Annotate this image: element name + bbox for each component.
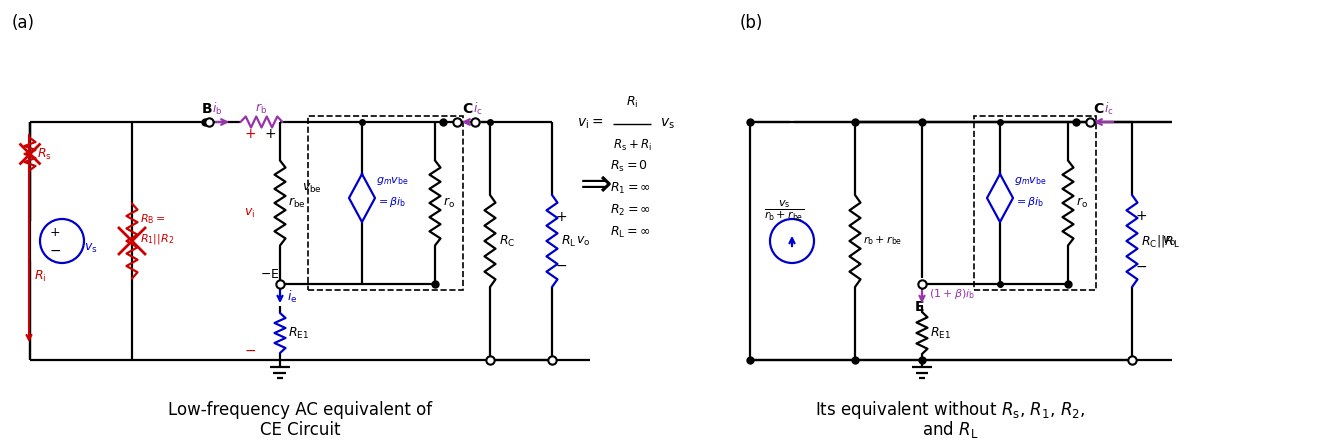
Text: $R_{\rm i}$: $R_{\rm i}$: [33, 268, 47, 284]
Text: $R_1=\infty$: $R_1=\infty$: [610, 180, 652, 195]
Text: $r_{\rm o}$: $r_{\rm o}$: [443, 196, 455, 210]
Text: $R_{\rm L}=\infty$: $R_{\rm L}=\infty$: [610, 225, 650, 240]
Text: $+$: $+$: [555, 210, 567, 224]
Text: $g_m v_{\rm be}$: $g_m v_{\rm be}$: [376, 175, 409, 187]
Text: $=\beta i_{\rm b}$: $=\beta i_{\rm b}$: [1014, 195, 1045, 209]
Text: $\dfrac{v_{\rm s}}{r_{\rm b}+r_{\rm be}}$: $\dfrac{v_{\rm s}}{r_{\rm b}+r_{\rm be}}…: [764, 199, 804, 223]
Text: $+$: $+$: [50, 225, 60, 239]
Text: (a): (a): [12, 14, 35, 32]
Text: C: C: [462, 102, 472, 116]
Text: B: B: [202, 102, 213, 116]
Text: $r_{\rm b}+r_{\rm be}$: $r_{\rm b}+r_{\rm be}$: [863, 235, 902, 248]
Text: $\Rightarrow$: $\Rightarrow$: [571, 165, 611, 203]
Text: $R_{\rm C}$: $R_{\rm C}$: [499, 233, 515, 248]
Text: $i_{\rm c}$: $i_{\rm c}$: [1104, 101, 1113, 117]
Text: $+$: $+$: [244, 127, 256, 141]
Text: Low-frequency AC equivalent of: Low-frequency AC equivalent of: [169, 401, 432, 419]
Text: $v_{\rm i}=$: $v_{\rm i}=$: [577, 117, 603, 131]
Text: $v_{\rm o}$: $v_{\rm o}$: [1161, 234, 1176, 248]
Text: $v_{\rm be}$: $v_{\rm be}$: [302, 182, 322, 194]
Text: $R_{\rm C}||R_{\rm L}$: $R_{\rm C}||R_{\rm L}$: [1141, 233, 1180, 249]
Text: $r_{\rm o}$: $r_{\rm o}$: [1076, 196, 1088, 210]
Text: $v_{\rm o}$: $v_{\rm o}$: [575, 234, 590, 248]
Text: $v_{\rm i}$: $v_{\rm i}$: [244, 206, 256, 220]
Text: $(1+\beta)i_{\rm b}$: $(1+\beta)i_{\rm b}$: [929, 287, 975, 301]
Text: $=\beta i_{\rm b}$: $=\beta i_{\rm b}$: [376, 195, 407, 209]
Text: and $R_{\rm L}$: and $R_{\rm L}$: [922, 419, 978, 441]
Text: $v_{\rm s}$: $v_{\rm s}$: [660, 117, 674, 131]
Text: $R_2=\infty$: $R_2=\infty$: [610, 202, 652, 217]
Text: $R_{\rm L}$: $R_{\rm L}$: [561, 233, 577, 248]
Text: $+$: $+$: [1135, 209, 1147, 223]
Text: $R_{\rm B}=$: $R_{\rm B}=$: [140, 212, 166, 226]
Text: CE Circuit: CE Circuit: [260, 421, 340, 439]
Bar: [974, 116, 1096, 290]
Text: $-$E: $-$E: [260, 267, 280, 281]
Text: $r_{\rm b}$: $r_{\rm b}$: [256, 102, 268, 116]
Text: C: C: [1093, 102, 1103, 116]
Text: $-$: $-$: [1135, 259, 1147, 273]
Text: $R_{\rm E1}$: $R_{\rm E1}$: [288, 325, 309, 340]
Text: E: E: [915, 300, 925, 314]
Bar: [308, 116, 463, 290]
Text: $R_{\rm s}$: $R_{\rm s}$: [37, 146, 52, 161]
Text: Its equivalent without $R_{\rm s}$, $R_1$, $R_2$,: Its equivalent without $R_{\rm s}$, $R_1…: [815, 399, 1085, 421]
Text: $r_{\rm be}$: $r_{\rm be}$: [288, 196, 305, 210]
Text: (b): (b): [740, 14, 764, 32]
Text: $R_1||R_2$: $R_1||R_2$: [140, 232, 174, 246]
Text: $i_{\rm e}$: $i_{\rm e}$: [286, 289, 297, 305]
Text: $i_{\rm c}$: $i_{\rm c}$: [474, 101, 483, 117]
Text: $-$: $-$: [50, 243, 62, 257]
Text: $-$: $-$: [244, 343, 256, 357]
Text: $R_{\rm i}$: $R_{\rm i}$: [626, 95, 638, 110]
Text: $-$: $-$: [555, 258, 567, 272]
Text: $R_{\rm s}+R_{\rm i}$: $R_{\rm s}+R_{\rm i}$: [613, 138, 652, 153]
Text: $R_{\rm E1}$: $R_{\rm E1}$: [930, 325, 951, 340]
Text: $g_m v_{\rm be}$: $g_m v_{\rm be}$: [1014, 175, 1046, 187]
Text: $i_{\rm b}$: $i_{\rm b}$: [211, 101, 222, 117]
Text: $R_{\rm s}=0$: $R_{\rm s}=0$: [610, 158, 648, 174]
Text: $v_{\rm s}$: $v_{\rm s}$: [84, 241, 98, 255]
Text: $+$: $+$: [264, 127, 276, 141]
